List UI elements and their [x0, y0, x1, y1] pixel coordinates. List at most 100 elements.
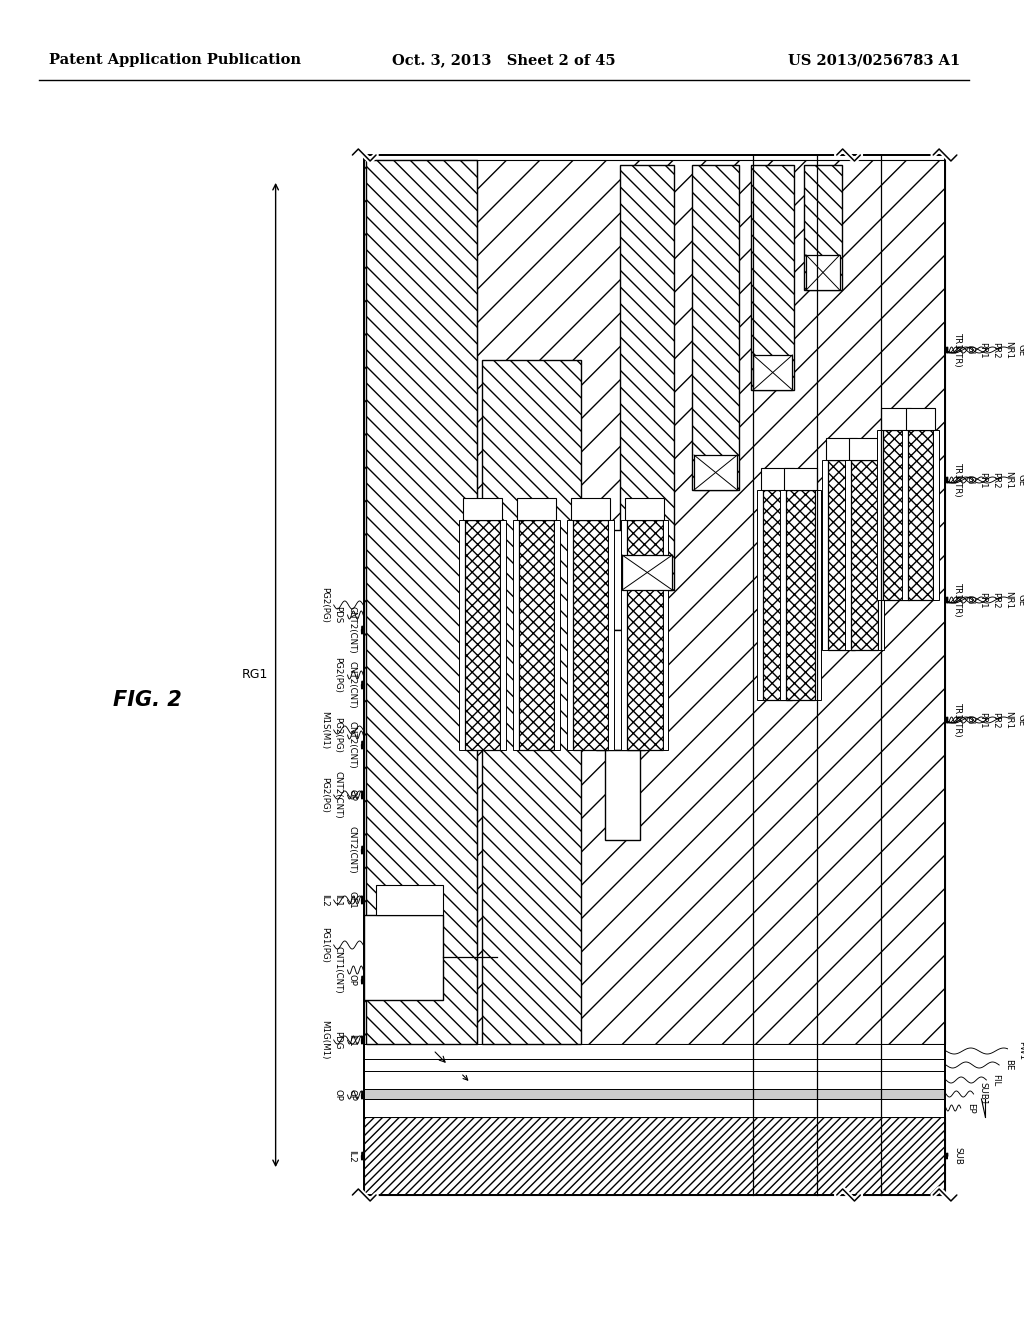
Text: CNT2(CNT): CNT2(CNT) [347, 826, 356, 874]
Text: FIL: FIL [991, 1074, 1000, 1086]
Bar [513, 520, 519, 750]
Text: PR2: PR2 [991, 471, 1000, 488]
Text: NR1: NR1 [1005, 711, 1013, 729]
Text: FIG. 2: FIG. 2 [114, 690, 182, 710]
Text: PR1: PR1 [979, 591, 987, 609]
Text: PDG: PDG [334, 1031, 343, 1049]
Text: PG2(PG): PG2(PG) [334, 657, 343, 693]
Text: GE1: GE1 [347, 891, 356, 909]
Bar [845, 459, 851, 649]
Bar [933, 430, 939, 601]
Bar [365, 1100, 945, 1117]
Bar [621, 165, 675, 590]
Bar [625, 498, 665, 520]
Text: PG1(PG): PG1(PG) [319, 927, 329, 962]
Text: CNT2(CNT): CNT2(CNT) [334, 771, 343, 818]
Bar [757, 490, 763, 700]
Text: IL1: IL1 [347, 1034, 356, 1047]
Bar [622, 520, 627, 750]
Text: Patent Application Publication: Patent Application Publication [49, 53, 301, 67]
Text: GI: GI [966, 346, 975, 355]
Bar [804, 165, 842, 290]
Text: EP: EP [966, 1102, 975, 1113]
Bar [761, 469, 795, 490]
Bar [908, 430, 914, 601]
Bar [905, 408, 935, 430]
Text: GE: GE [1017, 714, 1024, 726]
Bar [554, 520, 560, 750]
Text: GE: GE [1017, 474, 1024, 486]
Bar [907, 430, 933, 601]
Text: TR1(TR): TR1(TR) [953, 702, 962, 738]
Text: GI: GI [966, 475, 975, 484]
Bar [663, 520, 669, 750]
Bar [605, 750, 640, 840]
Bar [365, 1059, 945, 1071]
Bar [879, 459, 884, 649]
Bar [459, 520, 465, 750]
Bar [572, 520, 608, 750]
Text: CNT2(CNT): CNT2(CNT) [347, 721, 356, 768]
Text: PG2(PG): PG2(PG) [334, 717, 343, 752]
Bar [608, 520, 614, 750]
Text: RG1: RG1 [242, 668, 267, 681]
Text: CNT2(CNT): CNT2(CNT) [347, 606, 356, 653]
Bar [806, 255, 840, 290]
Text: OP: OP [347, 1089, 356, 1101]
Bar [571, 498, 610, 520]
Text: PW1: PW1 [1017, 1041, 1024, 1060]
Bar [763, 490, 793, 700]
Bar [793, 490, 799, 700]
Bar [367, 160, 477, 1044]
Bar [365, 1044, 945, 1059]
Bar [623, 554, 673, 590]
Bar [567, 520, 572, 750]
Text: GI: GI [966, 595, 975, 605]
Text: PR1: PR1 [979, 711, 987, 729]
Text: PR1: PR1 [979, 342, 987, 358]
Text: NR1: NR1 [1005, 471, 1013, 488]
Text: OP: OP [347, 974, 356, 986]
Text: NR1: NR1 [1005, 341, 1013, 359]
Bar [753, 355, 793, 389]
Bar [779, 490, 785, 700]
Bar [883, 430, 908, 601]
Text: IL1: IL1 [334, 894, 343, 907]
Text: GE: GE [1017, 594, 1024, 606]
Text: M1G(M1): M1G(M1) [319, 1020, 329, 1060]
Text: CNT1(CNT): CNT1(CNT) [334, 946, 343, 994]
Bar [815, 490, 821, 700]
Text: BE: BE [1005, 1059, 1013, 1071]
Bar [751, 165, 795, 389]
Text: PR2: PR2 [991, 591, 1000, 609]
Bar [365, 1117, 945, 1195]
Text: TR1(TR): TR1(TR) [953, 582, 962, 618]
Text: M1S(M1): M1S(M1) [319, 711, 329, 748]
Bar [376, 884, 443, 915]
Text: NR1: NR1 [1005, 591, 1013, 609]
Bar [365, 160, 945, 1044]
Bar [500, 520, 506, 750]
Bar [627, 520, 663, 750]
Bar [785, 490, 815, 700]
Bar [694, 455, 737, 490]
Text: PG2(PG): PG2(PG) [319, 777, 329, 813]
Bar [581, 531, 645, 630]
Text: US 2013/0256783 A1: US 2013/0256783 A1 [787, 53, 959, 67]
Bar [881, 408, 910, 430]
Bar [692, 165, 739, 490]
Bar [463, 498, 502, 520]
Text: IL2: IL2 [347, 1150, 356, 1163]
Bar [855, 459, 861, 649]
Bar [365, 1071, 945, 1089]
Bar [826, 438, 857, 459]
Text: SUB: SUB [953, 1147, 962, 1166]
Bar [517, 498, 556, 520]
Bar [482, 360, 581, 1044]
Bar [519, 520, 554, 750]
Text: GE: GE [1017, 345, 1024, 356]
Text: TR1(TR): TR1(TR) [953, 463, 962, 498]
Bar [902, 430, 907, 601]
Bar [365, 1089, 945, 1100]
Text: TR1(TR): TR1(TR) [953, 333, 962, 367]
